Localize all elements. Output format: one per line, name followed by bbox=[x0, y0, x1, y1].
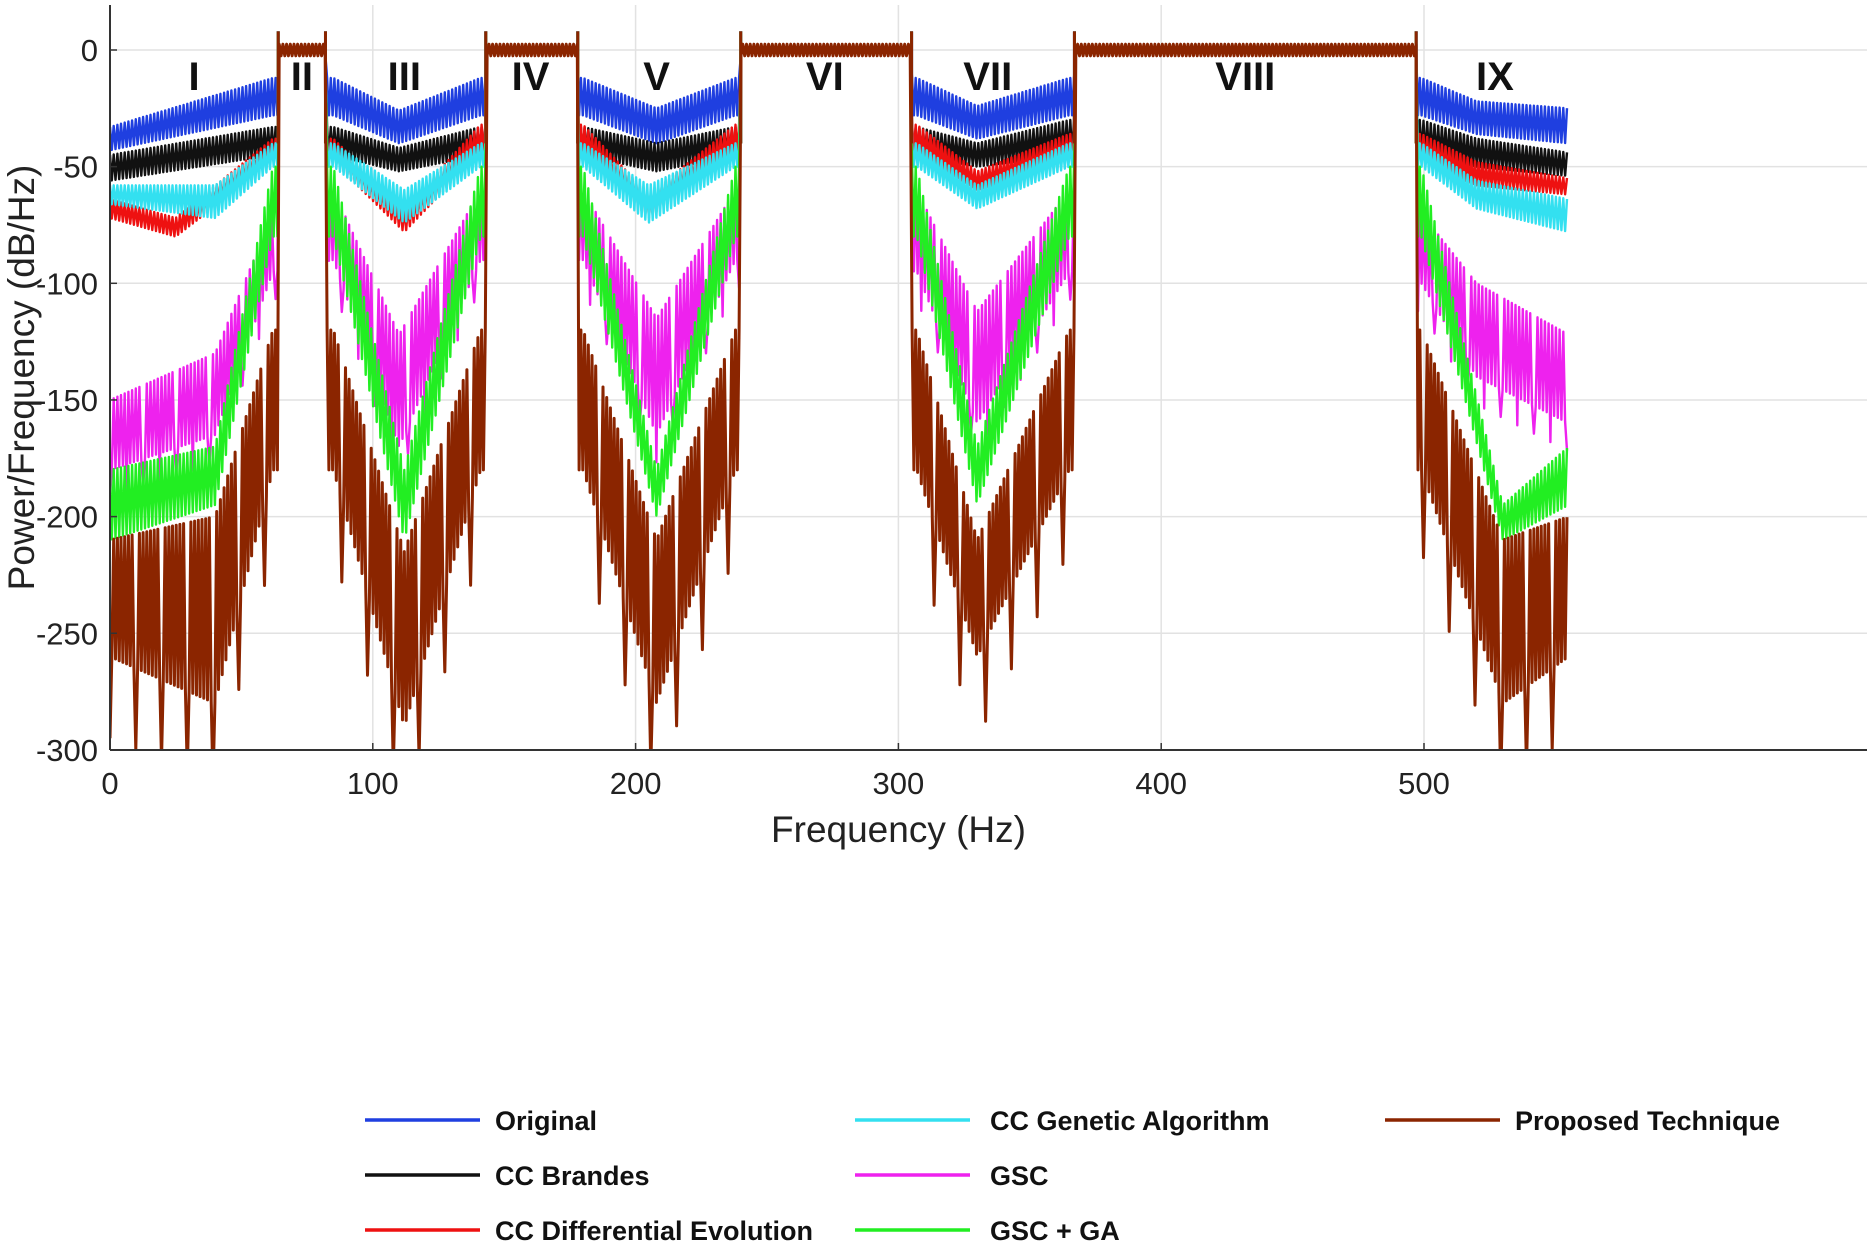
x-tick-label: 0 bbox=[101, 766, 118, 801]
region-label: II bbox=[291, 55, 313, 99]
legend: Original CC Brandes CC Differential Evolut… bbox=[365, 1106, 1780, 1246]
y-tick-label: -50 bbox=[53, 150, 98, 185]
legend-entry: Proposed Technique bbox=[1385, 1106, 1780, 1136]
y-tick-label: 0 bbox=[81, 33, 98, 68]
series-layer bbox=[110, 31, 1569, 750]
region-label: VIII bbox=[1215, 55, 1275, 99]
series-proposed-technique bbox=[110, 31, 1569, 750]
x-tick-label: 500 bbox=[1398, 766, 1450, 801]
legend-entry: CC Genetic Algorithm bbox=[855, 1106, 1270, 1136]
region-label: VII bbox=[963, 55, 1012, 99]
x-axis-title: Frequency (Hz) bbox=[771, 809, 1026, 850]
y-tick-label: -150 bbox=[36, 383, 98, 418]
x-tick-label: 300 bbox=[873, 766, 925, 801]
region-label: IX bbox=[1476, 55, 1514, 99]
x-tick-label: 200 bbox=[610, 766, 662, 801]
x-tick-label: 100 bbox=[347, 766, 399, 801]
region-label: VI bbox=[806, 55, 844, 99]
legend-entry: GSC bbox=[855, 1161, 1049, 1191]
region-label: I bbox=[189, 55, 200, 99]
region-labels: I II III IV V VI VII VIII IX bbox=[189, 55, 1515, 99]
y-tick-label: -200 bbox=[36, 500, 98, 535]
legend-label: Proposed Technique bbox=[1515, 1106, 1780, 1136]
legend-label: CC Brandes bbox=[495, 1161, 650, 1191]
series-line bbox=[110, 42, 1569, 750]
legend-entry: Original bbox=[365, 1106, 597, 1136]
region-label: IV bbox=[512, 55, 550, 99]
x-tick-label: 400 bbox=[1135, 766, 1187, 801]
y-axis-title: Power/Frequency (dB/Hz) bbox=[1, 165, 42, 591]
region-label: V bbox=[643, 55, 670, 99]
region-label: III bbox=[388, 55, 421, 99]
legend-label: GSC bbox=[990, 1161, 1049, 1191]
y-tick-label: -300 bbox=[36, 733, 98, 768]
legend-label: CC Differential Evolution bbox=[495, 1216, 813, 1246]
legend-entry: CC Differential Evolution bbox=[365, 1216, 813, 1246]
legend-label: CC Genetic Algorithm bbox=[990, 1106, 1270, 1136]
y-tick-label: -100 bbox=[36, 266, 98, 301]
legend-entry: CC Brandes bbox=[365, 1161, 650, 1191]
y-tick-label: -250 bbox=[36, 616, 98, 651]
legend-label: Original bbox=[495, 1106, 597, 1136]
axes: 0 100 200 300 400 500 0 -50 -100 -150 -200 -250 -300 bbox=[36, 5, 1867, 801]
legend-label: GSC + GA bbox=[990, 1216, 1120, 1246]
legend-entry: GSC + GA bbox=[855, 1216, 1120, 1246]
